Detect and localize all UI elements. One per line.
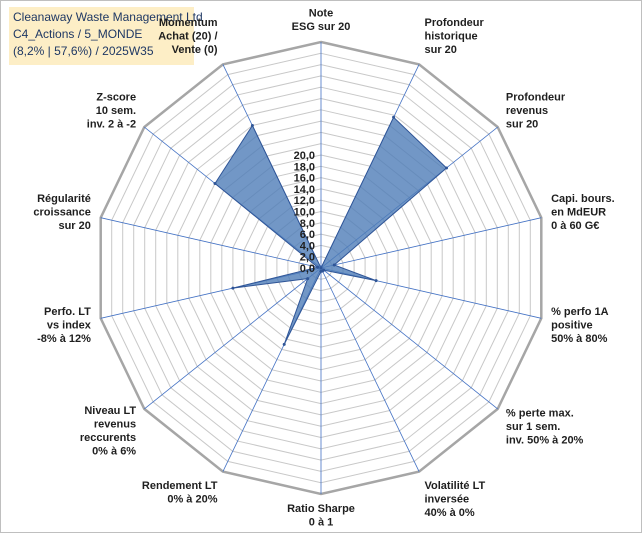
axis-spoke [144, 267, 322, 410]
axis-label: Régularité croissance sur 20 [33, 193, 90, 232]
axis-label: Z-score 10 sem. inv. 2 à -2 [87, 91, 136, 130]
data-point [392, 115, 396, 119]
tick-label: 12,0 [294, 195, 315, 207]
data-point [319, 269, 323, 273]
data-series-area [214, 116, 448, 345]
data-point [213, 182, 217, 185]
data-point [374, 279, 378, 283]
tick-label: 16,0 [294, 173, 315, 185]
tick-label: 18,0 [294, 161, 315, 173]
axis-label: Capi. bours. en MdEUR 0 à 60 G€ [551, 193, 615, 232]
chart-title-portfolio: C4_Actions / 5_MONDE [13, 27, 143, 41]
data-point [316, 265, 320, 269]
tick-label: 14,0 [294, 184, 315, 196]
axis-label: % perte max. sur 1 sem. inv. 50% à 20% [506, 408, 584, 447]
data-point [282, 342, 286, 346]
axis-label: Note ESG sur 20 [292, 8, 351, 34]
axis-label: % perfo 1A positive 50% à 80% [551, 306, 609, 345]
axis-label: Ratio Sharpe 0 à 1 [287, 503, 355, 529]
axis-label: Niveau LT revenus reccurents 0% à 6% [80, 405, 137, 458]
chart-title-company: Cleanaway Waste Management Ltd [13, 10, 203, 24]
axis-spoke [320, 217, 542, 269]
axis-label: Momentum Achat (20) / Vente (0) [158, 17, 218, 56]
chart-title-stats: (8,2% | 57,6%) / 2025W35 [13, 44, 154, 58]
data-point [250, 124, 254, 127]
tick-label: 6,0 [300, 229, 315, 241]
axis-label: Rendement LT 0% à 20% [142, 480, 218, 506]
axis-label: Profondeur historique sur 20 [425, 17, 485, 56]
data-point [332, 263, 336, 267]
axis-spoke [320, 267, 420, 472]
tick-label: 8,0 [300, 218, 315, 230]
axis-label: Volatilité LT inversée 40% à 0% [425, 480, 486, 519]
data-point [445, 166, 448, 170]
tick-label: 0,0 [300, 263, 315, 275]
data-point [319, 266, 323, 270]
axis-label: Perfo. LT vs index -8% à 12% [37, 306, 92, 345]
axis-label: Profondeur revenus sur 20 [506, 91, 566, 130]
title-box [9, 7, 194, 65]
data-point [231, 286, 235, 290]
data-point [306, 277, 310, 281]
axis-spoke [100, 217, 322, 269]
tick-label: 10,0 [294, 207, 315, 219]
tick-label: 20,0 [294, 150, 315, 162]
tick-label: 2,0 [300, 252, 315, 264]
tick-label: 4,0 [300, 240, 315, 252]
axis-spoke [320, 267, 498, 410]
